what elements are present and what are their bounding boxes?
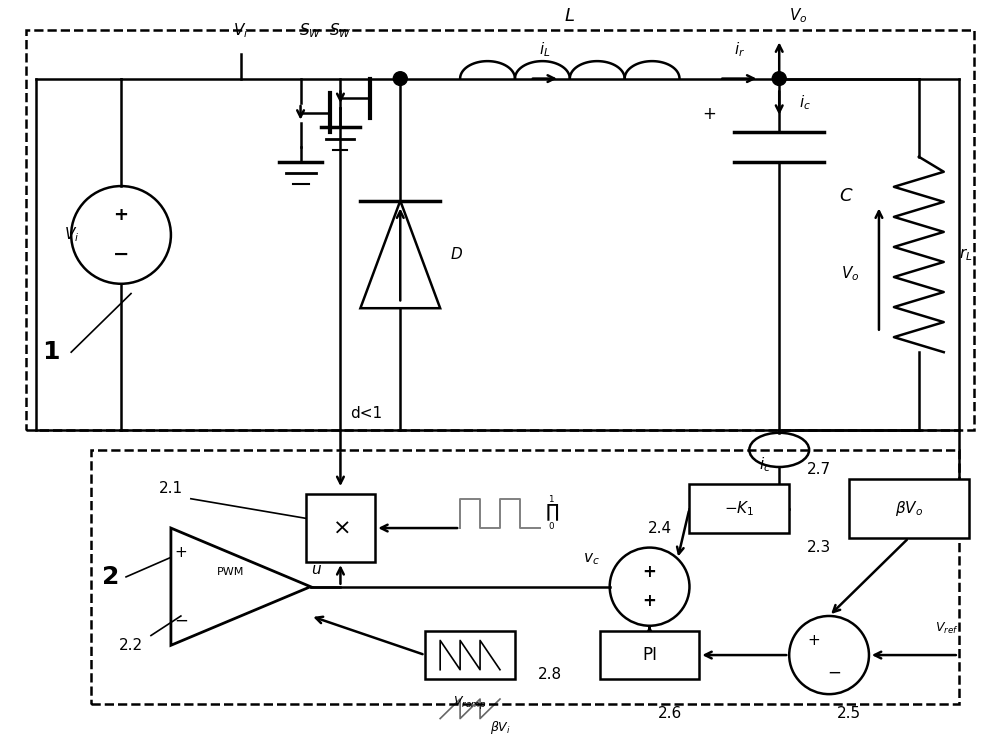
Text: 2.3: 2.3 [807,540,831,555]
Text: 2.8: 2.8 [538,667,562,682]
Text: d<1: d<1 [350,406,383,421]
Text: 1: 1 [42,340,60,364]
Text: $\prod_0^1$: $\prod_0^1$ [545,494,559,534]
Text: +: + [643,563,657,581]
Text: $i_c$: $i_c$ [799,94,811,112]
Text: u: u [311,562,320,577]
Text: 2: 2 [102,565,120,589]
Text: C: C [839,187,852,205]
FancyBboxPatch shape [849,479,969,538]
Text: 2.2: 2.2 [119,638,143,653]
FancyBboxPatch shape [689,484,789,533]
Text: 2.4: 2.4 [647,520,672,536]
Text: 2.6: 2.6 [657,706,682,721]
Text: $V_{ref}$: $V_{ref}$ [935,621,959,635]
Text: $S_W$: $S_W$ [329,21,352,40]
Text: −: − [174,612,188,630]
Text: L: L [565,7,575,25]
Text: $v_c$: $v_c$ [583,551,600,567]
FancyBboxPatch shape [425,631,515,680]
Text: −: − [827,663,841,682]
Text: $r_L$: $r_L$ [959,246,972,263]
Text: 2.7: 2.7 [807,462,831,477]
Text: PWM: PWM [217,567,244,577]
Circle shape [393,72,407,86]
Text: +: + [808,633,820,648]
Text: $V_i$: $V_i$ [64,226,79,244]
Text: $-K_1$: $-K_1$ [724,499,755,518]
Text: $V_i$: $V_i$ [233,21,248,40]
Text: 2.1: 2.1 [159,481,183,497]
Text: +: + [114,207,129,224]
Text: +: + [702,105,716,123]
Text: $i_L$: $i_L$ [539,41,551,59]
Text: −: − [113,245,129,264]
Text: $S_W$: $S_W$ [299,21,322,40]
Text: $V_o$: $V_o$ [841,265,859,283]
Text: +: + [175,545,187,560]
Text: PI: PI [642,646,657,664]
Text: $V_{ramp}$: $V_{ramp}$ [453,694,487,711]
FancyBboxPatch shape [306,494,375,562]
Text: $\beta V_i$: $\beta V_i$ [490,719,511,736]
Circle shape [772,72,786,86]
Text: $V_o$: $V_o$ [789,6,808,25]
Text: 2.5: 2.5 [837,706,861,721]
Text: D: D [450,247,462,262]
Text: +: + [643,593,657,610]
Text: $i_r$: $i_r$ [734,41,745,59]
Text: $\times$: $\times$ [332,518,349,538]
FancyBboxPatch shape [600,631,699,680]
Text: $\beta V_o$: $\beta V_o$ [895,499,923,518]
Text: $i_c$: $i_c$ [759,455,771,475]
